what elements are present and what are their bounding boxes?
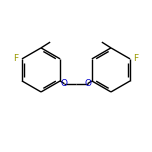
Text: F: F (14, 54, 19, 63)
Text: F: F (133, 54, 138, 63)
Text: O: O (84, 79, 91, 88)
Text: O: O (61, 79, 68, 88)
